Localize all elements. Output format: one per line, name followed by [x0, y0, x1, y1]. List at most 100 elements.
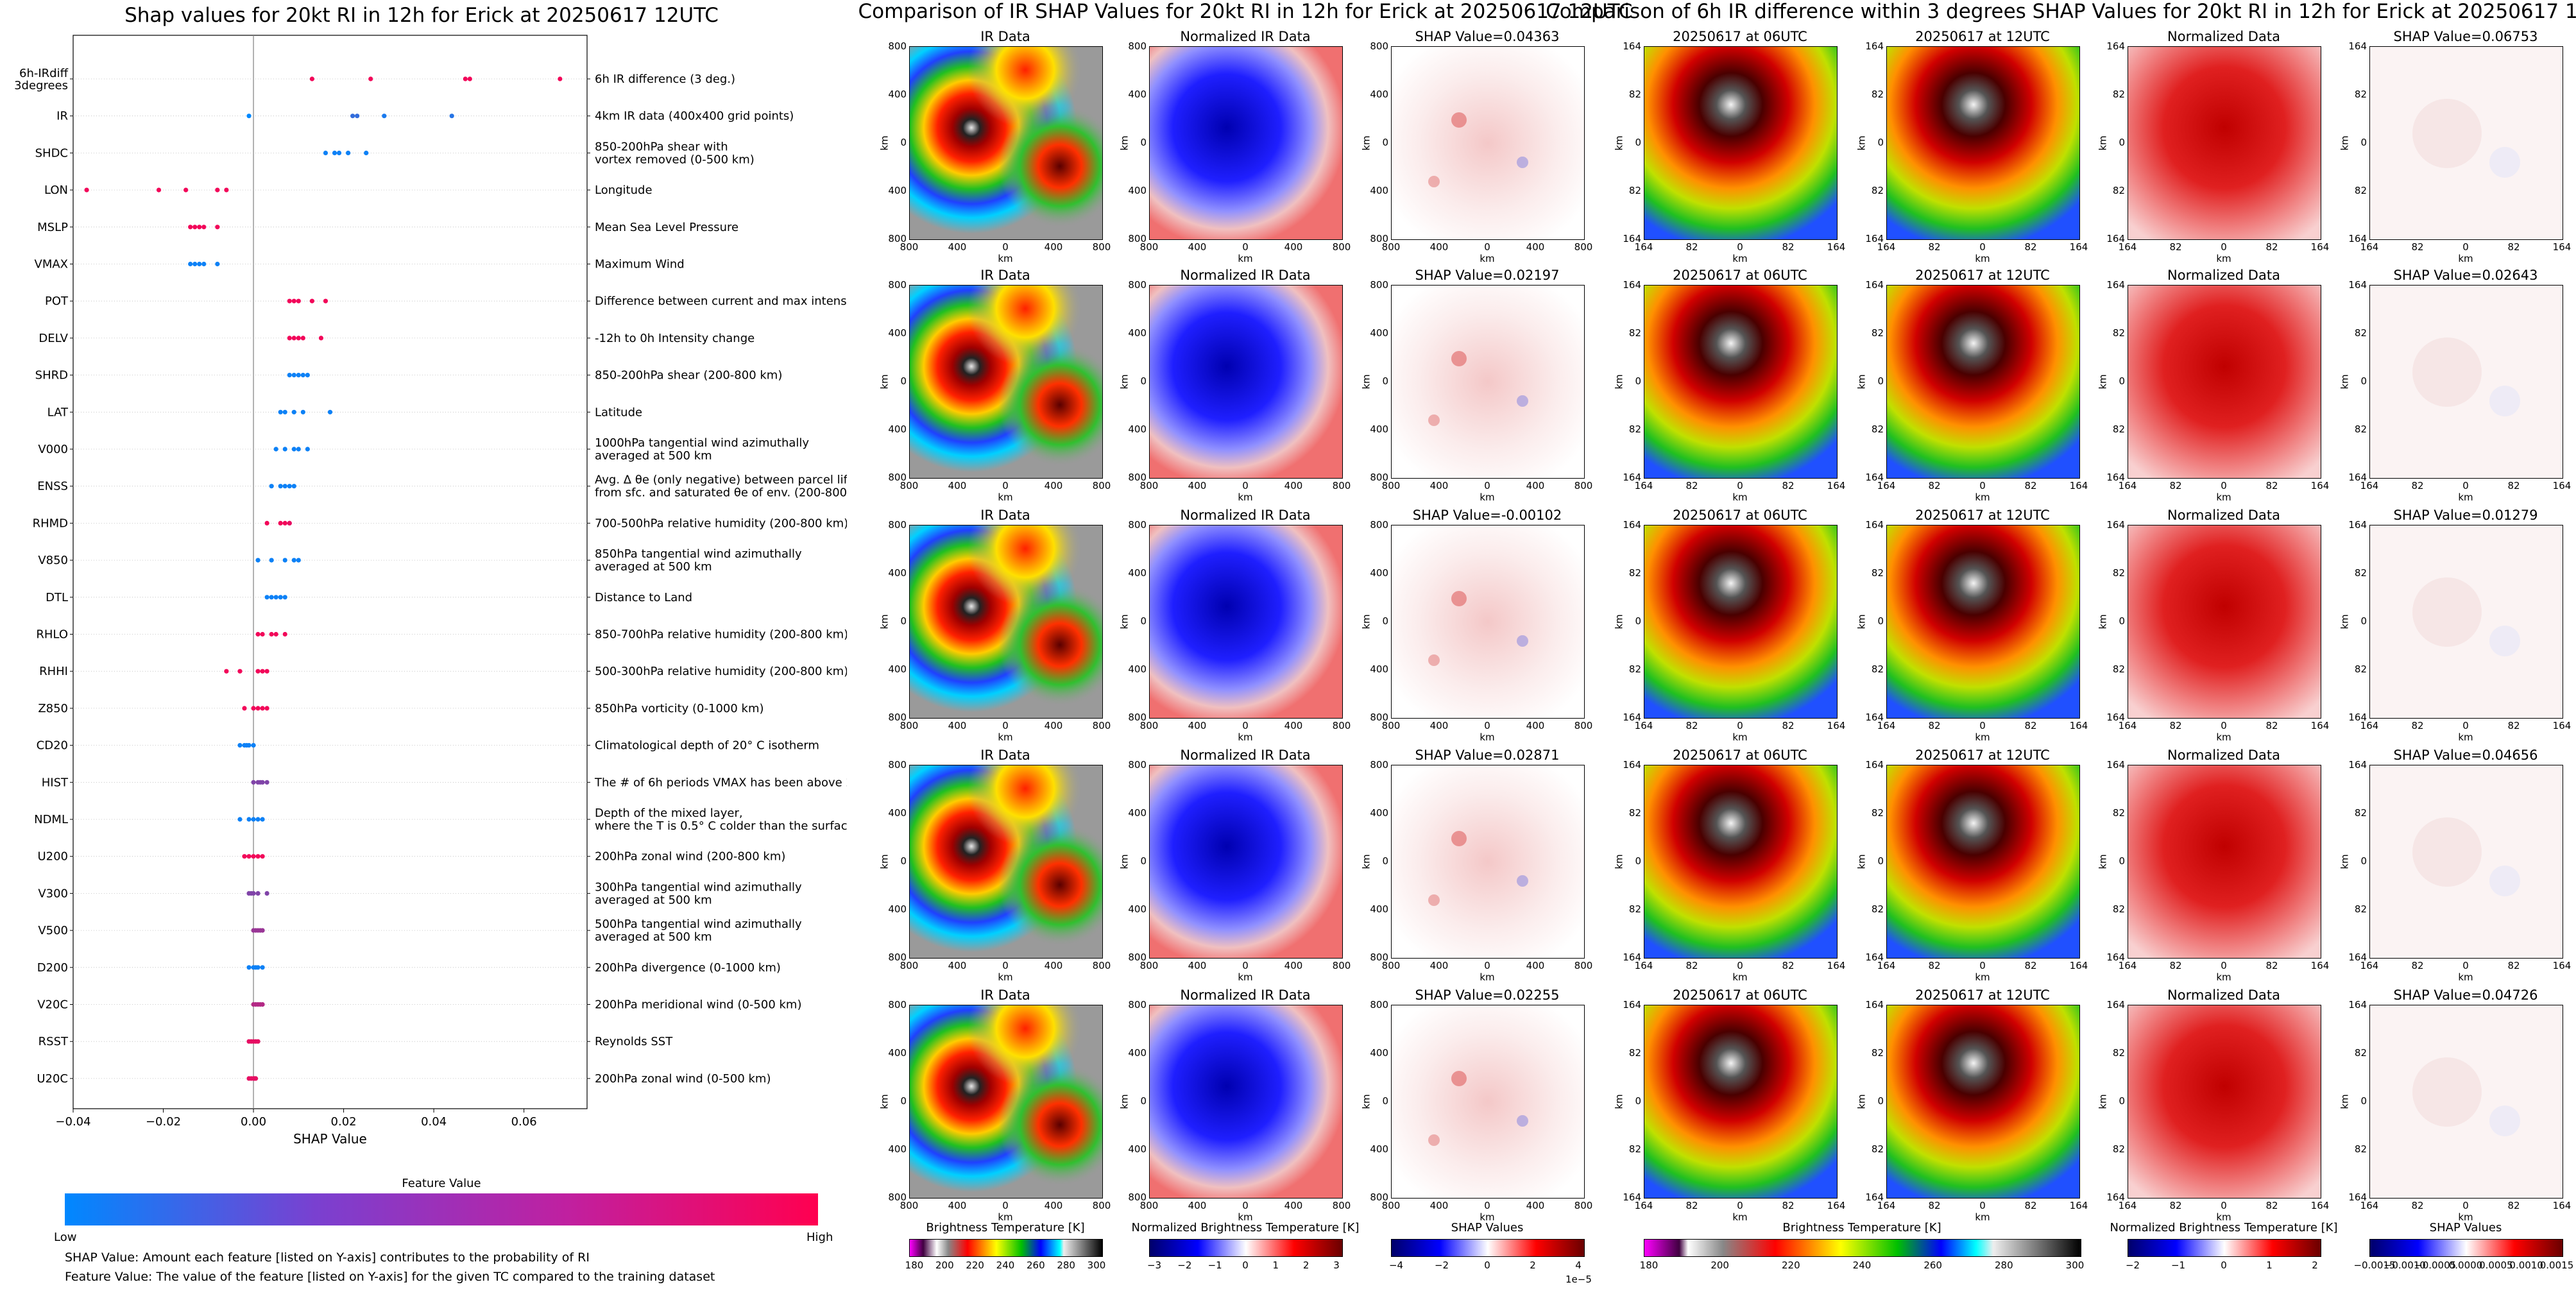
ytick-label: 800 [1370, 999, 1388, 1011]
shap-point [327, 409, 333, 414]
feature-name-label: HIST [42, 776, 69, 789]
diff-shap-panel-image [2369, 765, 2563, 959]
xtick-label: 800 [1139, 720, 1159, 731]
diff-bt-colorbar-label: Brightness Temperature [K] [1782, 1221, 1941, 1234]
shap-point [264, 780, 269, 785]
ytick-label: 0 [900, 1095, 907, 1107]
feature-name-label: IR [56, 110, 68, 123]
xtick-label: 0 [1979, 241, 1986, 253]
diff-shap-panel-image [2369, 1005, 2563, 1199]
ytick-label: 82 [2354, 1047, 2367, 1059]
feature-description-label: -12h to 0h Intensity change [595, 332, 755, 345]
feature-description-label: 200hPa divergence (0-1000 km) [595, 961, 781, 975]
shap-point [368, 76, 373, 81]
xtick-label: 164 [2069, 241, 2088, 253]
ytick-label: 82 [1871, 1143, 1884, 1155]
ytick-label: 82 [2112, 567, 2125, 579]
ir-data-panel-title: IR Data [980, 508, 1030, 523]
xtick-label: 400 [948, 241, 967, 253]
ytick-label: 164 [1623, 999, 1641, 1011]
xtick-label: 800 [1381, 480, 1401, 491]
ytick-label: 82 [2112, 423, 2125, 435]
ytick-label: 164 [1623, 952, 1641, 963]
shap-point [244, 743, 250, 748]
shap-point [309, 298, 314, 303]
feature-name-label: VMAX [35, 258, 69, 271]
xtick-label: 82 [2169, 960, 2182, 971]
shap-point [296, 447, 301, 452]
shap-point [346, 150, 351, 155]
shap-point [449, 114, 454, 119]
feature-name-label: V300 [38, 887, 68, 900]
xtick-label: 164 [1634, 241, 1653, 253]
ir-06utc-panel-title: 20250617 at 06UTC [1673, 268, 1807, 283]
shap-point [269, 484, 274, 489]
yaxis-label: km [1118, 374, 1130, 389]
ytick-label: 0 [1635, 1095, 1641, 1107]
shap-point [273, 595, 278, 600]
ytick-label: 0 [1140, 855, 1147, 867]
shap-point [224, 669, 229, 674]
ytick-label: 82 [2354, 903, 2367, 915]
shap-point [260, 965, 265, 970]
shap-note: SHAP Value: Amount each feature [listed … [65, 1251, 590, 1265]
xtick-label: 164 [2310, 960, 2330, 971]
xaxis-label: km [1975, 1211, 1990, 1223]
ytick-label: 164 [2106, 472, 2125, 483]
colorbar-tick-label: 260 [1027, 1259, 1045, 1271]
ytick-label: 800 [888, 712, 907, 723]
ytick-label: 164 [1865, 712, 1884, 723]
feature-description-label: 200hPa zonal wind (0-500 km) [595, 1072, 771, 1086]
ytick-label: 164 [1865, 519, 1884, 531]
shap-point [264, 669, 269, 674]
ytick-label: 400 [1128, 567, 1147, 579]
xaxis-label: km [1732, 971, 1748, 983]
xtick-label: 400 [1284, 241, 1303, 253]
ytick-label: 400 [888, 903, 907, 915]
shap-point [309, 76, 314, 81]
shap-point [300, 336, 305, 341]
normalized-diff-panel-title: Normalized Data [2167, 508, 2280, 523]
normalized-diff-panel-image [2128, 765, 2321, 959]
shap-point [278, 409, 283, 414]
ir-data-panel-image [909, 765, 1103, 959]
xtick-label: 0 [2221, 960, 2227, 971]
colorbar-tick-label: −3 [1147, 1259, 1162, 1271]
ytick-label: 0 [1877, 855, 1884, 867]
ytick-label: 0 [1877, 615, 1884, 627]
ytick-label: 400 [1370, 185, 1388, 196]
colorbar-tick-label: 180 [905, 1259, 924, 1271]
feature-description-label: The # of 6h periods VMAX has been above … [594, 776, 847, 789]
xtick-label: 800 [900, 720, 919, 731]
xtick-label: 164 [2360, 1200, 2379, 1211]
ir-06utc-panel-title: 20250617 at 06UTC [1673, 29, 1807, 44]
ytick-label: 400 [888, 1143, 907, 1155]
yaxis-label: km [878, 1094, 891, 1109]
shap-point [287, 298, 292, 303]
colorbar-tick-label: −0.0010 [2384, 1259, 2426, 1271]
ytick-label: 82 [2112, 89, 2125, 100]
shap-point [252, 1076, 257, 1081]
shap-point [188, 225, 193, 230]
xtick-label: 0 [1737, 960, 1743, 971]
yaxis-label: km [1118, 1094, 1130, 1109]
ir-shap-colorbar-label: SHAP Values [1451, 1221, 1524, 1234]
xtick-label: 0 [1484, 480, 1490, 491]
ir-12utc-panel-title: 20250617 at 12UTC [1915, 508, 2050, 523]
ytick-label: 0 [2360, 137, 2367, 148]
xaxis-label: km [1480, 731, 1495, 743]
shap-point [318, 336, 324, 341]
ytick-label: 0 [1635, 137, 1641, 148]
shap-point [248, 1039, 254, 1044]
xaxis-label: km [2458, 971, 2473, 983]
xaxis-label: km [1238, 971, 1253, 983]
xtick-label: 0 [1979, 960, 1986, 971]
colorbar-tick-label: 0 [1484, 1259, 1490, 1271]
shap-point [260, 854, 265, 859]
colorbar-tick-label: −4 [1388, 1259, 1404, 1271]
shap-point [336, 150, 342, 155]
xtick-label: 0 [1002, 480, 1009, 491]
xtick-label: 164 [2118, 1200, 2137, 1211]
ytick-label: 400 [1128, 1047, 1147, 1059]
shap-point [255, 817, 260, 822]
